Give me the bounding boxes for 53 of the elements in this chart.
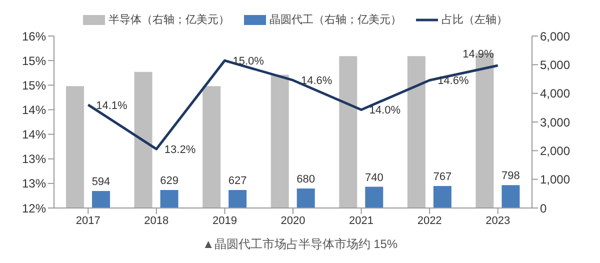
x-tick-label: 2020	[280, 214, 306, 227]
bar	[160, 190, 178, 208]
data-label: 13.2%	[164, 144, 196, 156]
y-tick-label: 13%	[22, 152, 46, 166]
y2-tick-label: 0	[540, 201, 547, 216]
bar	[270, 74, 289, 208]
bar	[407, 56, 426, 208]
y-tick-label: 15%	[22, 78, 46, 92]
bar	[202, 86, 221, 208]
bar	[502, 185, 520, 208]
bar	[433, 186, 452, 208]
bar	[66, 86, 84, 208]
bar	[296, 188, 315, 208]
y2-tick-label: 3,000	[540, 115, 570, 130]
y-tick-label: 16%	[22, 29, 46, 44]
data-label: 740	[364, 172, 384, 184]
data-label: 680	[296, 174, 316, 186]
x-tick-label: 2019	[212, 214, 237, 227]
text: ▲晶圆代工市场占半导体市场约 15%	[201, 236, 399, 253]
legend-label: 晶圆代工（右轴；亿美元）	[270, 12, 402, 27]
y-tick-label: 14%	[22, 102, 46, 117]
data-label: 594	[92, 176, 110, 188]
legend-label: 半导体（右轴；亿美元）	[108, 12, 230, 27]
data-label: 767	[433, 171, 452, 184]
x-tick-label: 2023	[486, 214, 510, 227]
data-label: 14.6%	[438, 75, 469, 88]
bar	[134, 72, 152, 208]
y2-tick-label: 2,000	[540, 144, 570, 158]
bar	[92, 190, 110, 208]
bar	[339, 56, 358, 208]
y-tick-label: 12%	[22, 201, 46, 216]
x-tick-label: 2018	[144, 214, 169, 227]
legend-label: 占比（左轴）	[442, 13, 508, 27]
bar	[228, 190, 247, 208]
y-tick-label: 13%	[22, 176, 46, 191]
x-tick-label: 2021	[349, 214, 374, 227]
y2-tick-label: 1,000	[540, 172, 570, 187]
x-tick-label: 2017	[76, 214, 100, 227]
y2-tick-label: 4,000	[540, 86, 570, 101]
x-tick-label: 2022	[417, 214, 442, 227]
data-label: 627	[228, 175, 247, 188]
data-label: 14.9%	[462, 48, 494, 60]
y-tick-label: 15%	[22, 54, 46, 68]
data-label: 629	[160, 174, 178, 187]
y-tick-label: 14%	[22, 128, 46, 142]
data-label: 15.0%	[232, 56, 264, 68]
y2-tick-label: 5,000	[540, 58, 570, 72]
data-label: 14.6%	[301, 75, 332, 88]
bar	[365, 186, 384, 208]
data-label: 14.1%	[96, 100, 128, 112]
data-label: 798	[502, 170, 520, 182]
y2-tick-label: 6,000	[540, 29, 570, 44]
data-label: 14.0%	[369, 104, 401, 117]
